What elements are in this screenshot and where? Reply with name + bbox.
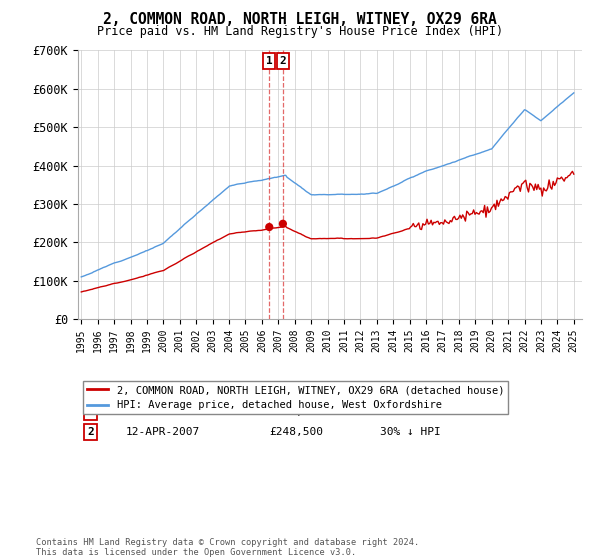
- Text: 1: 1: [266, 56, 272, 66]
- Text: 30% ↓ HPI: 30% ↓ HPI: [380, 407, 441, 417]
- Point: [265, 222, 274, 231]
- Text: 2: 2: [280, 56, 286, 66]
- Text: Contains HM Land Registry data © Crown copyright and database right 2024.
This d: Contains HM Land Registry data © Crown c…: [36, 538, 419, 557]
- Text: £240,000: £240,000: [269, 407, 323, 417]
- Text: 14-JUN-2006: 14-JUN-2006: [126, 407, 200, 417]
- Text: 30% ↓ HPI: 30% ↓ HPI: [380, 427, 441, 437]
- Legend: 2, COMMON ROAD, NORTH LEIGH, WITNEY, OX29 6RA (detached house), HPI: Average pri: 2, COMMON ROAD, NORTH LEIGH, WITNEY, OX2…: [83, 381, 508, 414]
- Text: 2, COMMON ROAD, NORTH LEIGH, WITNEY, OX29 6RA: 2, COMMON ROAD, NORTH LEIGH, WITNEY, OX2…: [103, 12, 497, 27]
- Text: 1: 1: [87, 407, 94, 417]
- Text: £248,500: £248,500: [269, 427, 323, 437]
- Point: [278, 220, 287, 228]
- Text: Price paid vs. HM Land Registry's House Price Index (HPI): Price paid vs. HM Land Registry's House …: [97, 25, 503, 38]
- Text: 12-APR-2007: 12-APR-2007: [126, 427, 200, 437]
- Text: 2: 2: [87, 427, 94, 437]
